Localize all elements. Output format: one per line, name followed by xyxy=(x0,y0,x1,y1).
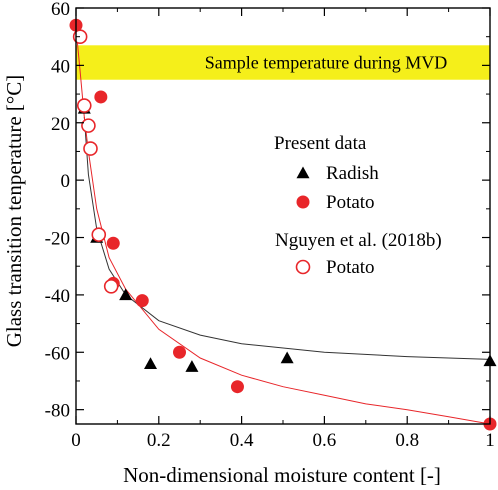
data-point xyxy=(94,90,108,104)
fit-curve-1 xyxy=(83,116,491,360)
y-tick-label: 60 xyxy=(51,0,70,20)
temperature-band xyxy=(76,45,490,80)
band-label: Sample temperature during MVD xyxy=(205,53,447,73)
data-point xyxy=(91,227,107,242)
x-tick-label: 0 xyxy=(71,430,81,451)
data-point xyxy=(119,288,133,301)
legend-marker-2 xyxy=(296,195,310,209)
legend-group2-title: Nguyen et al. (2018b) xyxy=(275,230,442,251)
x-tick-label: 0.4 xyxy=(230,430,254,451)
y-tick-label: -80 xyxy=(45,401,70,422)
fit-curve-layer xyxy=(75,28,491,425)
legend-label-3: Potato xyxy=(326,257,375,278)
y-tick-label: 40 xyxy=(51,56,70,77)
y-axis-label: Glass transition tenperature [°C] xyxy=(2,75,26,348)
x-tick-label: 0.8 xyxy=(395,430,419,451)
data-point-layer xyxy=(69,18,497,431)
y-tick-label: -60 xyxy=(45,343,70,364)
x-tick-label: 0.2 xyxy=(147,430,171,451)
data-point xyxy=(135,294,149,308)
legend-marker-3 xyxy=(295,259,311,275)
x-axis-label: Non-dimensional moisture content [-] xyxy=(123,463,441,487)
x-tick-label: 0.6 xyxy=(313,430,337,451)
data-point xyxy=(83,141,98,156)
y-tick-label: -20 xyxy=(45,229,70,250)
series-filled-circle-potato xyxy=(69,18,497,431)
data-point xyxy=(106,236,120,250)
data-point xyxy=(280,351,294,364)
y-tick-label: -40 xyxy=(45,286,70,307)
fit-curve-2 xyxy=(75,28,491,425)
y-tick-label: 20 xyxy=(51,114,70,135)
legend: Present data Nguyen et al. (2018b) Radis… xyxy=(274,133,442,278)
data-point xyxy=(230,380,244,394)
legend-label-1: Radish xyxy=(326,163,379,184)
x-tick-label: 1 xyxy=(485,430,495,451)
legend-marker-1 xyxy=(296,166,310,179)
data-point xyxy=(72,29,88,44)
data-point xyxy=(81,118,96,133)
tick-layer: 0 0.2 0.4 0.6 0.8 1 -80 -60 -40 -20 0 20 40 60 xyxy=(45,0,495,451)
data-point xyxy=(76,98,92,113)
data-point xyxy=(144,357,158,369)
legend-label-2: Potato xyxy=(326,192,375,213)
data-point xyxy=(185,360,199,372)
series-open-circle-potato xyxy=(72,29,119,294)
data-point xyxy=(103,278,119,294)
data-point xyxy=(173,345,186,359)
band-layer: Sample temperature during MVD xyxy=(76,45,490,80)
y-tick-label: 0 xyxy=(61,171,71,192)
legend-group1-title: Present data xyxy=(274,133,367,154)
